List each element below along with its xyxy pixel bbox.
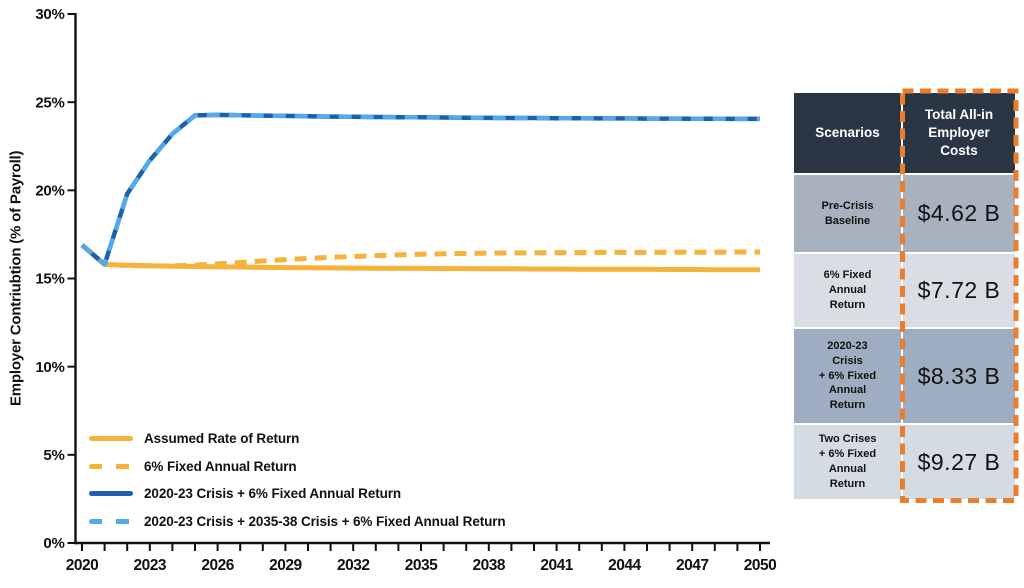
line-chart: 0%5%10%15%20%25%30%2020 2023 2026 2029 2032 2… [35, 6, 777, 574]
axis-ticks [67, 13, 761, 551]
legend-swatch-solid-gold-line [89, 436, 133, 442]
svg-text:2035: 2035 [405, 557, 438, 574]
svg-text:2029: 2029 [269, 557, 302, 574]
column-header-scenarios: Scenarios [794, 93, 901, 173]
svg-text:20%: 20% [35, 183, 64, 200]
legend-item-fixed-return: 6% Fixed Annual Return [89, 453, 506, 481]
svg-text:2032: 2032 [337, 557, 369, 574]
legend-item-two-crises: 2020-23 Crisis + 2035-38 Crisis + 6% Fix… [89, 508, 506, 536]
legend-swatch-dashed-gold-line [89, 463, 133, 469]
table-row: Pre-Crisis Baseline $4.62 B [794, 175, 1015, 252]
svg-text:5%: 5% [43, 447, 64, 464]
cost-cell: $9.27 B [903, 425, 1015, 499]
svg-text:2041: 2041 [540, 557, 573, 574]
x-tick-labels: 2020 2023 2026 2029 2032 2035 2038 2041 2044 2047… [66, 557, 777, 574]
legend-swatch-solid-blue-line [89, 491, 133, 497]
svg-text:0%: 0% [43, 535, 64, 552]
svg-text:2026: 2026 [201, 557, 234, 574]
svg-text:2050: 2050 [744, 557, 776, 574]
y-axis-title: Employer Contriubtion (% of Payroll) [7, 150, 25, 406]
legend-label: 2020-23 Crisis + 6% Fixed Annual Return [144, 486, 402, 502]
legend-label: 2020-23 Crisis + 2035-38 Crisis + 6% Fix… [144, 513, 506, 529]
column-header-total-costs: Total All-in Employer Costs [903, 93, 1015, 173]
series-line-2 [80, 112, 760, 267]
svg-text:2047: 2047 [676, 557, 708, 574]
scenario-cell: 6% Fixed Annual Return [794, 254, 901, 327]
table-row: Two Crises + 6% Fixed Annual Return $9.2… [794, 425, 1015, 499]
legend-item-assumed-rate: Assumed Rate of Return [89, 425, 506, 453]
svg-text:30%: 30% [35, 6, 64, 23]
series-line-3 [80, 112, 760, 267]
scenario-cell: Pre-Crisis Baseline [794, 175, 901, 252]
svg-text:2020: 2020 [66, 557, 98, 574]
svg-text:2044: 2044 [608, 557, 641, 574]
table-row: 2020-23 Crisis + 6% Fixed Annual Return … [794, 329, 1015, 423]
cost-cell: $7.72 B [903, 254, 1015, 327]
svg-text:10%: 10% [35, 359, 64, 376]
table-row: 6% Fixed Annual Return $7.72 B [794, 254, 1015, 327]
cost-cell: $4.62 B [903, 175, 1015, 252]
chart-legend: Assumed Rate of Return 6% Fixed Annual R… [89, 425, 506, 535]
svg-text:2038: 2038 [473, 557, 506, 574]
series-line-1 [80, 243, 760, 269]
table-header-row: Scenarios Total All-in Employer Costs [794, 93, 1015, 173]
legend-swatch-dashed-lightblue-line [89, 518, 133, 524]
svg-text:2023: 2023 [134, 557, 167, 574]
svg-text:15%: 15% [35, 271, 64, 288]
scenario-cell: Two Crises + 6% Fixed Annual Return [794, 425, 901, 499]
svg-text:25%: 25% [35, 94, 64, 111]
y-tick-labels: 0% 5% 10% 15% 20% 25% 30% [35, 6, 64, 552]
legend-item-crisis: 2020-23 Crisis + 6% Fixed Annual Return [89, 480, 506, 508]
legend-label: Assumed Rate of Return [144, 431, 300, 447]
scenario-cell: 2020-23 Crisis + 6% Fixed Annual Return [794, 329, 901, 423]
cost-cell: $8.33 B [903, 329, 1015, 423]
scenario-cost-table: Scenarios Total All-in Employer Costs Pr… [794, 93, 1015, 499]
legend-label: 6% Fixed Annual Return [144, 458, 297, 474]
